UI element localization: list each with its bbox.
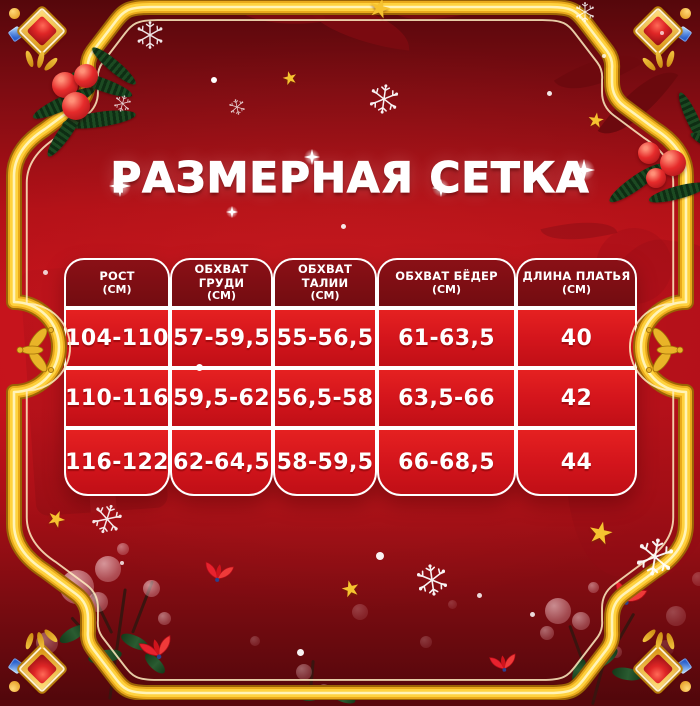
diamond-frame-icon — [17, 644, 67, 694]
corner-ornament — [626, 622, 698, 698]
snowflake-icon — [575, 2, 595, 22]
berry-icon — [158, 612, 171, 625]
berry-icon — [540, 626, 554, 640]
snowflake-icon — [415, 561, 449, 599]
page-title: РАЗМЕРНАЯ СЕТКА — [110, 153, 590, 202]
snow-dot — [477, 593, 482, 598]
gold-dot-icon — [680, 8, 691, 19]
table-cell: 56,5-58 — [273, 368, 377, 428]
gold-dot-icon — [9, 681, 20, 692]
snow-dot — [660, 31, 664, 35]
snow-dot — [376, 552, 384, 560]
gold-leaves-icon — [635, 46, 676, 80]
berry-icon — [545, 598, 571, 624]
header-label: ДЛИНА ПЛАТЬЯ — [522, 268, 631, 283]
corner-ornament — [2, 622, 74, 698]
table-header-cell: ОБХВАТ ГРУДИ (СМ) — [170, 258, 273, 308]
table-cell: 62-64,5 — [170, 428, 273, 496]
berry-icon — [588, 582, 599, 593]
gold-dot-icon — [680, 681, 691, 692]
gold-flourish-icon — [16, 325, 55, 375]
snow-dot — [297, 649, 304, 656]
berry-icon — [95, 556, 121, 582]
table-header-cell: ОБХВАТ ТАЛИИ (СМ) — [273, 258, 377, 308]
gold-dot-icon — [9, 8, 20, 19]
header-label: ОБХВАТ ГРУДИ — [194, 261, 249, 290]
header-label: ОБХВАТ ТАЛИИ — [297, 261, 353, 290]
snow-dot — [547, 91, 552, 96]
table-cell: 61-63,5 — [377, 308, 516, 368]
holly-berry-icon — [74, 64, 98, 88]
header-unit: (СМ) — [561, 282, 592, 296]
snow-dot — [341, 224, 346, 229]
diamond-frame-icon — [633, 644, 683, 694]
holly-berry-icon — [638, 142, 660, 164]
header-unit: (СМ) — [102, 282, 132, 296]
diamond-frame-icon — [17, 6, 67, 56]
snow-dot — [530, 612, 535, 617]
header-label: ОБХВАТ БЁДЕР — [395, 268, 498, 283]
table-cell: 42 — [516, 368, 637, 428]
holly-berry-icon — [62, 92, 90, 120]
snowflake-icon — [136, 21, 164, 49]
ruby-gem-icon — [26, 15, 58, 47]
table-header-cell: ДЛИНА ПЛАТЬЯ (СМ) — [516, 258, 637, 308]
ruby-gem-icon — [642, 15, 674, 47]
gold-leaves-icon — [23, 620, 64, 654]
size-table: РОСТ (СМ) ОБХВАТ ГРУДИ (СМ) ОБХВАТ ТАЛИИ (С… — [64, 258, 637, 496]
table-cell: 55-56,5 — [273, 308, 377, 368]
table-cell: 57-59,5 — [170, 308, 273, 368]
table-cell: 63,5-66 — [377, 368, 516, 428]
header-unit: (СМ) — [310, 289, 340, 303]
table-header-cell: РОСТ (СМ) — [64, 258, 170, 308]
snowflake-icon — [228, 97, 246, 117]
berry-icon — [666, 606, 686, 626]
table-cell: 66-68,5 — [377, 428, 516, 496]
table-cell: 44 — [516, 428, 637, 496]
diamond-frame-icon — [633, 6, 683, 56]
table-header-cell: ОБХВАТ БЁДЕР (СМ) — [377, 258, 516, 308]
berry-icon — [572, 612, 590, 630]
corner-ornament — [626, 2, 698, 78]
snow-dot — [602, 54, 606, 58]
snow-dot — [196, 364, 203, 371]
berry-icon — [117, 543, 129, 555]
snow-dot — [120, 561, 124, 565]
header-unit: (СМ) — [206, 289, 237, 303]
table-cell: 59,5-62 — [170, 368, 273, 428]
gold-flourish-icon — [646, 325, 684, 375]
holly-berry-icon — [646, 168, 666, 188]
berry-icon — [143, 580, 160, 597]
snow-dot — [43, 270, 48, 275]
berry-icon — [692, 572, 700, 586]
snowflake-icon — [634, 534, 676, 580]
berry-icon — [296, 664, 312, 680]
table-cell: 58-59,5 — [273, 428, 377, 496]
ruby-gem-icon — [642, 653, 674, 685]
corner-ornament — [2, 2, 74, 78]
table-cell: 110-116 — [64, 368, 170, 428]
star-icon: ★ — [585, 106, 607, 134]
header-label: РОСТ — [99, 268, 135, 283]
table-cell: 40 — [516, 308, 637, 368]
gold-leaves-icon — [635, 620, 676, 654]
snow-dot — [211, 77, 217, 83]
table-cell: 116-122 — [64, 428, 170, 496]
ruby-gem-icon — [26, 653, 58, 685]
snowflake-icon — [368, 82, 400, 116]
header-unit: (СМ) — [431, 282, 462, 296]
table-cell: 104-110 — [64, 308, 170, 368]
